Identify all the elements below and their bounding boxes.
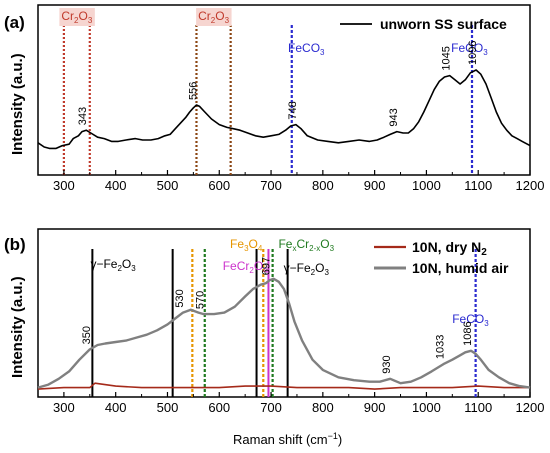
panel-b-phase-labels: γ−Fe2O3 γ−Fe2O3 Fe3O4 FeCr2O4 FexCr2-xO3 FeCO…: [90, 237, 489, 328]
x-tick-label: 1200: [516, 178, 545, 193]
peak-label: 1096: [467, 41, 479, 65]
series-line: [37, 69, 531, 150]
panel-a-peak-labels: 343 556 748 943 1045 1096: [77, 41, 479, 127]
peak-label: 1045: [441, 46, 453, 70]
peak-label: 1033: [435, 335, 447, 359]
phase-highlight: [59, 8, 95, 26]
x-tick-label: 1200: [516, 400, 545, 415]
phase-label: FeCO3: [451, 41, 488, 57]
panel-b-series: [37, 277, 531, 390]
panel-b-label: (b): [4, 235, 26, 254]
panel-b-ylabel: Intensity (a.u.): [9, 276, 26, 378]
legend-label-humid: 10N, humid air: [412, 260, 509, 276]
panel-b-legend: 10N, dry N2 10N, humid air: [374, 239, 509, 276]
x-tick-label: 700: [260, 178, 282, 193]
x-tick-label: 900: [364, 400, 386, 415]
panel-b-frame: [37, 228, 531, 398]
x-tick-label: 1100: [464, 400, 492, 415]
panel-a-reference-lines: [62, 25, 474, 175]
panel-a: (a) Intensity (a.u.) Cr2O3 Cr2O3 FeCO3 FeCO…: [4, 4, 545, 193]
phase-label: Fe3O4: [230, 237, 263, 253]
panel-a-frame: [37, 4, 531, 176]
panel-a-series: [37, 69, 531, 150]
x-tick-label: 600: [208, 178, 230, 193]
x-tick-label: 300: [53, 178, 75, 193]
x-tick-label: 800: [312, 400, 334, 415]
x-tick-label: 300: [53, 400, 75, 415]
peak-label: 697: [260, 257, 272, 275]
panel-b-reference-lines: [91, 249, 477, 397]
x-axis-title: Raman shift (cm−1): [233, 431, 342, 447]
peak-label: 556: [187, 82, 199, 100]
x-tick-label: 1000: [412, 400, 441, 415]
x-tick-label: 500: [157, 400, 179, 415]
peak-label: 343: [77, 107, 89, 125]
phase-label: FeCr2O4: [223, 259, 268, 275]
series-line: [37, 277, 531, 389]
panel-a-label: (a): [4, 13, 25, 32]
phase-label: FeCO3: [288, 41, 325, 57]
x-tick-label: 1000: [412, 178, 441, 193]
x-tick-label: 700: [260, 400, 282, 415]
peak-label: 930: [381, 355, 393, 373]
peak-label: 748: [287, 101, 299, 119]
phase-highlight: [196, 8, 232, 26]
panel-b-peak-labels: 350 530 570 697 930 1033 1086: [81, 257, 474, 374]
phase-label: Cr2O3: [198, 9, 229, 25]
peak-label: 943: [388, 108, 400, 126]
phase-label: γ−Fe2O3: [90, 257, 136, 273]
x-tick-label: 1100: [464, 178, 492, 193]
panel-a-phase-labels: Cr2O3 Cr2O3 FeCO3 FeCO3: [59, 8, 488, 57]
legend-label-unworn: unworn SS surface: [380, 16, 507, 32]
panel-a-ylabel: Intensity (a.u.): [9, 53, 26, 155]
peak-label: 1086: [462, 321, 474, 345]
x-tick-label: 400: [105, 400, 127, 415]
x-tick-label: 400: [105, 178, 127, 193]
peak-label: 570: [195, 291, 207, 309]
series-line: [37, 382, 530, 390]
x-tick-label: 500: [157, 178, 179, 193]
legend-label-dry: 10N, dry N2: [412, 239, 487, 258]
peak-label: 350: [81, 326, 93, 344]
phase-label: γ−Fe2O3: [284, 261, 330, 277]
x-tick-label: 600: [208, 400, 230, 415]
phase-label: Cr2O3: [61, 9, 92, 25]
phase-label: FexCr2-xO3: [278, 237, 334, 253]
panel-b-x-ticks: 300 400 500 600 700 800 900 1000 1100 1200: [37, 392, 545, 415]
peak-label: 530: [174, 289, 186, 307]
x-tick-label: 900: [364, 178, 386, 193]
panel-a-legend: unworn SS surface: [340, 16, 507, 32]
panel-b: (b) Intensity (a.u.) γ−Fe2O3 γ−Fe2O3 Fe3O4…: [4, 228, 545, 447]
panel-a-x-ticks: 300 400 500 600 700 800 900 1000 1100 1200: [37, 170, 545, 193]
x-tick-label: 800: [312, 178, 334, 193]
phase-label: FeCO3: [452, 312, 489, 328]
